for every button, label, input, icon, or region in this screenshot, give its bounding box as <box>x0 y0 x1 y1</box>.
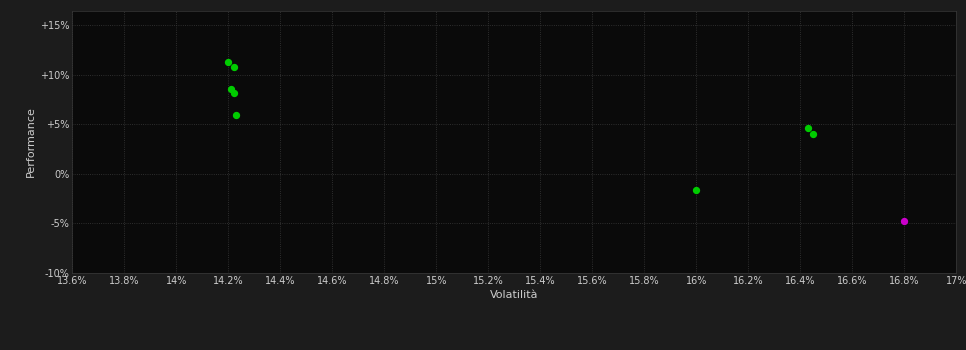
Point <box>220 59 236 65</box>
Point <box>801 126 816 131</box>
X-axis label: Volatilità: Volatilità <box>490 290 539 300</box>
Point <box>896 219 912 224</box>
Point <box>223 86 239 92</box>
Point <box>689 187 704 192</box>
Y-axis label: Performance: Performance <box>26 106 36 177</box>
Point <box>226 64 242 70</box>
Point <box>806 132 821 137</box>
Point <box>229 112 244 117</box>
Point <box>226 90 242 96</box>
